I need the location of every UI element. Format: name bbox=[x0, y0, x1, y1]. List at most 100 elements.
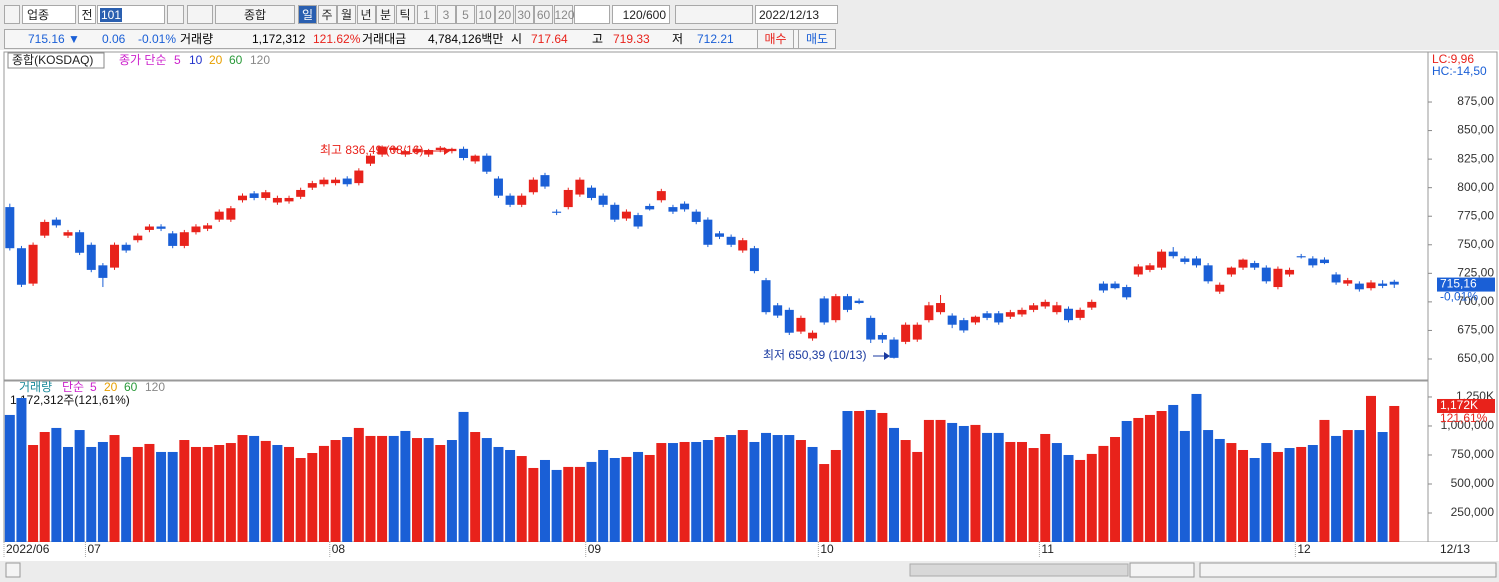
volume-label: 거래량 bbox=[19, 380, 52, 394]
candle-body bbox=[912, 324, 922, 340]
volume-bar bbox=[1191, 393, 1202, 542]
volume-bar bbox=[563, 466, 574, 542]
dropdown[interactable] bbox=[574, 5, 610, 24]
code-input[interactable]: 101 bbox=[97, 5, 165, 24]
volume-bar bbox=[528, 467, 539, 542]
market-select[interactable]: 업종 bbox=[22, 5, 76, 24]
prefix[interactable]: 전 bbox=[78, 5, 96, 24]
candle-body bbox=[40, 221, 50, 236]
candle-body bbox=[610, 204, 620, 220]
volume-bar bbox=[225, 443, 236, 542]
volume-bar bbox=[214, 445, 225, 542]
buy-button[interactable]: 매수 bbox=[757, 29, 794, 49]
sell-button[interactable]: 매도 bbox=[798, 29, 836, 49]
candle-body bbox=[877, 335, 887, 340]
candle-body bbox=[842, 296, 852, 310]
period-button[interactable]: 월 bbox=[337, 5, 356, 24]
interval-button[interactable]: 60 bbox=[534, 5, 553, 24]
volume-bar bbox=[28, 445, 39, 542]
volume-bar bbox=[16, 398, 27, 542]
y-tick-label: 875,00 bbox=[1457, 94, 1494, 108]
volume-bar bbox=[795, 440, 806, 542]
period-button[interactable]: 주 bbox=[317, 5, 337, 24]
volume-bar bbox=[318, 445, 329, 542]
date[interactable]: 2022/12/13 bbox=[755, 5, 838, 24]
volume-bar bbox=[1238, 449, 1249, 542]
candle-body bbox=[575, 179, 585, 195]
x-tick-label: 2022/06 bbox=[6, 542, 50, 556]
interval-button[interactable]: 120 bbox=[553, 5, 575, 24]
volume-bar bbox=[493, 446, 504, 542]
index-name: 종합(KOSDAQ) bbox=[215, 5, 295, 41]
volume-bar bbox=[97, 441, 108, 542]
search[interactable] bbox=[167, 5, 184, 24]
sound[interactable] bbox=[187, 5, 213, 24]
volume-bar bbox=[132, 446, 143, 542]
volume-bar bbox=[144, 443, 155, 542]
interval-button[interactable]: 10 bbox=[475, 5, 495, 24]
volume-bar bbox=[1342, 430, 1353, 542]
y-tick-label: 750,00 bbox=[1457, 237, 1494, 251]
interval-button[interactable]: 5 bbox=[456, 5, 475, 24]
candle-body bbox=[1308, 258, 1318, 266]
volume-bar bbox=[691, 441, 702, 542]
candle-body bbox=[528, 179, 538, 193]
volume-bar bbox=[1296, 446, 1307, 542]
volume-bar bbox=[877, 412, 888, 542]
volume-bar bbox=[353, 427, 364, 542]
y-tick-label: 750,000 bbox=[1451, 447, 1495, 461]
candle-body bbox=[1168, 251, 1178, 257]
icon[interactable] bbox=[4, 5, 20, 24]
period-button[interactable]: 년 bbox=[356, 5, 376, 24]
zoom-controls[interactable] bbox=[1199, 562, 1497, 578]
candle-body bbox=[1343, 280, 1353, 284]
ma-period: 120 bbox=[145, 380, 165, 394]
volume-bar bbox=[51, 427, 62, 542]
candle-body bbox=[598, 195, 608, 205]
candle-body bbox=[866, 317, 876, 340]
candle-body bbox=[249, 193, 259, 198]
high-arrow-head bbox=[444, 147, 450, 155]
candle-body bbox=[761, 280, 771, 313]
playback-controls[interactable] bbox=[1129, 562, 1195, 578]
candle-body bbox=[1180, 258, 1190, 262]
candle-body bbox=[1017, 309, 1027, 315]
volume-bar bbox=[1354, 430, 1365, 542]
volume-bar bbox=[1063, 454, 1074, 542]
candle-body bbox=[470, 155, 480, 162]
candle-body bbox=[28, 244, 38, 284]
scroll-left[interactable] bbox=[5, 562, 21, 578]
volume-bar bbox=[621, 456, 632, 542]
tool-icons[interactable] bbox=[675, 5, 753, 24]
volume-bar bbox=[1377, 432, 1388, 542]
volume-bar bbox=[260, 440, 271, 542]
ma-period: 60 bbox=[229, 53, 243, 67]
period-button[interactable]: 분 bbox=[376, 5, 395, 24]
interval-button[interactable]: 3 bbox=[436, 5, 456, 24]
volume-bar bbox=[1272, 451, 1283, 542]
scroll-thumb[interactable] bbox=[909, 563, 1129, 577]
candle-body bbox=[1029, 305, 1039, 310]
interval-button[interactable]: 1 bbox=[417, 5, 436, 24]
volume-bar bbox=[633, 451, 644, 542]
period-button[interactable]: 일 bbox=[298, 5, 317, 24]
count[interactable]: 120/600 bbox=[612, 5, 670, 24]
period-button[interactable]: 틱 bbox=[395, 5, 415, 24]
volume-bar bbox=[1249, 457, 1260, 542]
candle-body bbox=[156, 226, 166, 229]
interval-button[interactable]: 20 bbox=[495, 5, 514, 24]
volume-bar bbox=[574, 466, 585, 542]
candle-body bbox=[819, 298, 829, 323]
candle-body bbox=[1238, 259, 1248, 268]
low: 712.21 bbox=[697, 32, 734, 46]
last-change: -0,01% bbox=[1440, 290, 1478, 304]
candle-body bbox=[656, 191, 666, 201]
volume-bar bbox=[958, 425, 969, 542]
candle-body bbox=[540, 175, 550, 187]
price-panel bbox=[3, 51, 1429, 381]
interval-button[interactable]: 30 bbox=[514, 5, 534, 24]
candle-body bbox=[1005, 312, 1015, 317]
volume-bar bbox=[458, 411, 469, 542]
volume-bar bbox=[737, 430, 748, 542]
candle-body bbox=[1087, 301, 1097, 308]
